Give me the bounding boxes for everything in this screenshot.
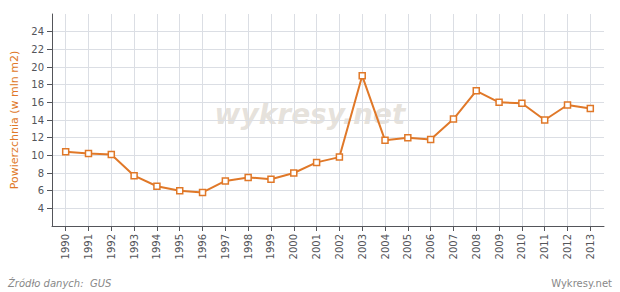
- svg-text:2011: 2011: [539, 234, 550, 259]
- svg-text:2003: 2003: [357, 234, 368, 259]
- svg-text:20: 20: [31, 62, 44, 73]
- svg-text:2008: 2008: [471, 234, 482, 259]
- svg-text:24: 24: [31, 26, 44, 37]
- svg-text:2001: 2001: [311, 234, 322, 259]
- svg-text:1999: 1999: [265, 234, 276, 259]
- svg-text:2005: 2005: [402, 234, 413, 259]
- svg-text:2012: 2012: [562, 234, 573, 259]
- svg-text:4: 4: [38, 203, 44, 214]
- svg-text:1993: 1993: [129, 234, 140, 259]
- svg-text:1991: 1991: [83, 234, 94, 259]
- svg-text:1994: 1994: [151, 234, 162, 259]
- svg-text:2010: 2010: [516, 234, 527, 259]
- svg-text:2013: 2013: [585, 234, 596, 259]
- svg-text:12: 12: [31, 132, 44, 143]
- svg-text:2002: 2002: [334, 234, 345, 259]
- svg-text:2007: 2007: [448, 234, 459, 259]
- svg-text:8: 8: [38, 168, 44, 179]
- svg-text:2000: 2000: [288, 234, 299, 259]
- svg-text:18: 18: [31, 79, 44, 90]
- svg-text:2009: 2009: [494, 234, 505, 259]
- svg-text:1990: 1990: [60, 234, 71, 259]
- svg-text:2004: 2004: [380, 234, 391, 259]
- svg-text:Źródło danych: GUS: Źródło danych: GUS: [7, 277, 112, 289]
- svg-text:wykresy.net: wykresy.net: [214, 97, 406, 131]
- svg-text:10: 10: [31, 150, 44, 161]
- svg-text:Wykresy.net: Wykresy.net: [551, 278, 612, 289]
- svg-text:16: 16: [31, 97, 44, 108]
- svg-text:1996: 1996: [197, 234, 208, 259]
- svg-text:2006: 2006: [425, 234, 436, 259]
- svg-text:1995: 1995: [174, 234, 185, 259]
- svg-text:14: 14: [31, 115, 44, 126]
- svg-text:1997: 1997: [220, 234, 231, 259]
- svg-text:1998: 1998: [243, 234, 254, 259]
- svg-text:Powierzchnia (w mln m2): Powierzchnia (w mln m2): [8, 51, 21, 189]
- svg-text:22: 22: [31, 44, 44, 55]
- svg-text:1992: 1992: [106, 234, 117, 259]
- svg-text:6: 6: [38, 185, 44, 196]
